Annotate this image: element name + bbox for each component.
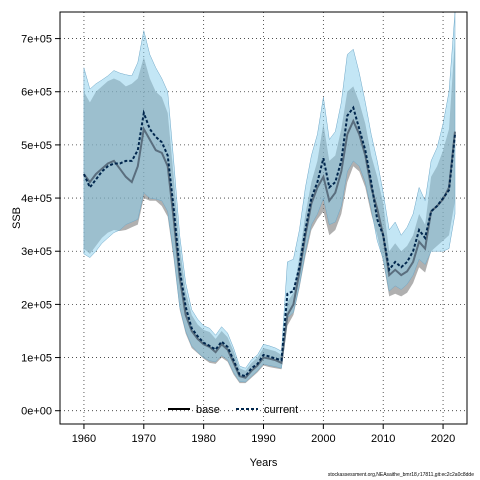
x-tick-label: 1980 bbox=[191, 433, 215, 445]
y-tick-label: 7e+05 bbox=[21, 34, 52, 46]
y-axis-title: SSB bbox=[11, 207, 23, 229]
x-tick-label: 1960 bbox=[72, 433, 96, 445]
footer-source-text: stockassessment.org,NEAsaithe_bmr18,r178… bbox=[327, 472, 474, 478]
x-tick-label: 1990 bbox=[251, 433, 275, 445]
legend-current-label: current bbox=[264, 404, 298, 416]
y-tick-label: 4e+05 bbox=[21, 193, 52, 205]
x-axis: 1960 1970 1980 1990 2000 2010 2020 bbox=[72, 424, 455, 445]
y-tick-label: 1e+05 bbox=[21, 353, 52, 365]
band-current bbox=[83, 11, 456, 383]
line-base bbox=[83, 118, 456, 379]
series-lines bbox=[82, 105, 456, 379]
y-tick-label: 5e+05 bbox=[21, 140, 52, 152]
x-tick-label: 2020 bbox=[431, 433, 455, 445]
x-tick-label: 2010 bbox=[371, 433, 395, 445]
x-tick-label: 1970 bbox=[132, 433, 156, 445]
x-tick-label: 2000 bbox=[311, 433, 335, 445]
y-tick-label: 3e+05 bbox=[21, 246, 52, 258]
y-tick-label: 0e+00 bbox=[21, 406, 52, 418]
legend-base-label: base bbox=[196, 404, 220, 416]
y-tick-label: 2e+05 bbox=[21, 299, 52, 311]
x-axis-title: Years bbox=[250, 457, 278, 469]
y-axis: 0e+00 1e+05 2e+05 3e+05 4e+05 5e+05 6e+05 7e+05 bbox=[21, 34, 60, 418]
y-tick-label: 6e+05 bbox=[21, 87, 52, 99]
confidence-bands bbox=[83, 11, 456, 384]
legend: base current bbox=[168, 404, 298, 416]
